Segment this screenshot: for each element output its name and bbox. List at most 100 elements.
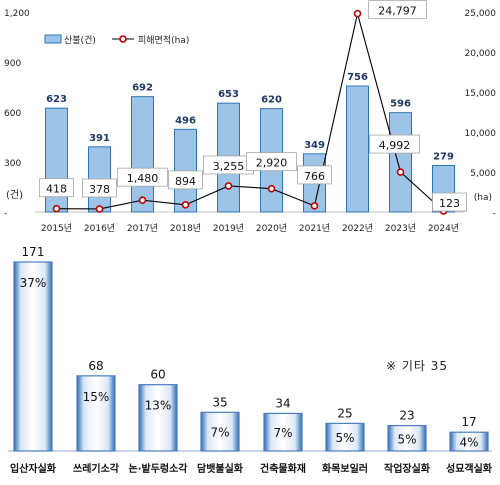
bar-cause-count (263, 412, 303, 452)
legend-swatch-bar (44, 34, 62, 44)
legend-label-bar: 산불(건) (64, 35, 96, 46)
bar-percent-label: 15% (83, 390, 110, 404)
bar-percent-label: 13% (145, 399, 172, 413)
bar-value-label: 496 (175, 115, 196, 126)
line-point (224, 182, 233, 190)
bar-wildfire-count (346, 85, 369, 213)
x-category-label: 2020년 (256, 223, 287, 234)
line-value-label: 4,992 (379, 139, 411, 152)
bar-value-label: 23 (399, 409, 414, 423)
bar-value-label: 35 (212, 395, 227, 409)
line-point (181, 201, 190, 209)
line-value-label-box (246, 152, 297, 172)
bar-wildfire-count (389, 112, 412, 213)
bar-value-label: 623 (46, 94, 67, 105)
bar-value-label: 756 (347, 72, 368, 83)
bar-value-label: 279 (433, 152, 454, 163)
other-causes-note: ※ 기타 35 (386, 359, 449, 373)
bar-value-label: 349 (304, 140, 325, 151)
bar-percent-label: 4% (459, 436, 478, 450)
right-axis-tick: 10,000 (465, 129, 497, 139)
line-point (52, 204, 61, 213)
line-value-label-box (297, 165, 332, 185)
line-damage-area (56, 13, 444, 212)
right-axis-unit: (ha) (474, 193, 492, 203)
bar-cause-count (387, 424, 427, 452)
line-value-label: 1,480 (127, 172, 159, 185)
x-category-label: 화목보일러 (322, 462, 368, 475)
left-axis-tick: 1,200 (4, 9, 30, 19)
x-category-label: 작업장실화 (384, 462, 431, 475)
x-category-label: 2023년 (385, 223, 416, 234)
bar-value-label: 68 (88, 359, 103, 373)
x-category-label: 2017년 (127, 223, 158, 234)
left-axis-tick: 300 (4, 159, 21, 169)
bar-cause-count (449, 431, 489, 452)
bar-value-label: 653 (218, 89, 239, 100)
x-category-label: 2016년 (84, 223, 115, 234)
line-value-label-box (39, 178, 74, 198)
bar-value-label: 34 (275, 396, 290, 410)
left-axis-tick: - (4, 209, 7, 219)
bar-value-label: 25 (337, 406, 352, 420)
x-category-label: 2018년 (170, 223, 201, 234)
x-category-label: 2015년 (41, 223, 72, 234)
right-axis-tick: 25,000 (465, 9, 497, 19)
bar-cause-count (138, 384, 178, 452)
line-value-label: 24,797 (378, 5, 417, 18)
right-axis-tick: 15,000 (465, 89, 497, 99)
line-point (95, 205, 104, 213)
x-category-label: 입산자실화 (10, 462, 57, 475)
x-category-label: 2019년 (213, 223, 244, 234)
line-point (396, 168, 405, 176)
right-axis-tick: 20,000 (465, 49, 497, 59)
line-value-label-box (82, 178, 117, 198)
line-point (310, 202, 319, 210)
bar-value-label: 391 (89, 133, 110, 144)
right-axis-tick: 5,000 (470, 169, 496, 179)
line-value-label-box (369, 134, 420, 154)
left-axis-unit: (건) (6, 189, 23, 201)
legend-label-line: 피해면적(ha) (138, 34, 189, 46)
bar-value-label: 171 (22, 245, 45, 259)
right-axis-tick: - (493, 209, 496, 219)
bar-percent-label: 7% (210, 426, 229, 440)
bar-cause-count (76, 375, 116, 452)
x-category-label: 건축물화재 (260, 462, 306, 475)
line-value-label: 418 (46, 183, 67, 196)
line-value-label-box (368, 0, 427, 20)
x-category-label: 담뱃불실화 (197, 462, 244, 475)
x-category-label: 논·밭두렁소각 (129, 462, 189, 475)
x-category-label: 2024년 (428, 223, 459, 234)
line-value-label: 766 (304, 170, 325, 183)
line-value-label: 378 (89, 183, 110, 196)
legend-swatch-marker (119, 35, 127, 43)
left-axis-tick: 900 (4, 59, 21, 69)
line-point (138, 196, 147, 204)
bar-percent-label: 7% (273, 426, 292, 440)
line-value-label: 3,255 (213, 160, 245, 173)
x-category-label: 2021년 (299, 223, 330, 234)
wildfire-yearly-chart: 1,200 900 600 300 - (건) 25,000 20,000 15,000 10,0… (4, 0, 497, 234)
legend: 산불(건) 피해면적(ha) (44, 34, 189, 46)
x-category-label: 성묘객실화 (446, 462, 493, 475)
bar-value-label: 692 (132, 83, 153, 94)
line-value-label-box (168, 170, 203, 190)
line-value-label: 2,920 (256, 157, 288, 170)
line-point (353, 9, 362, 18)
bar-wildfire-count (131, 96, 154, 213)
line-point (267, 184, 276, 193)
x-category-label: 쓰레기소각 (73, 462, 120, 475)
wildfire-causes-chart: 171 37% 입산자실화 68 15% 쓰레기소각 60 13% 논·밭두렁소각 35 7% 담뱃불… (8, 245, 493, 475)
bar-value-label: 60 (150, 368, 165, 382)
bar-cause-count (200, 411, 240, 452)
line-value-label: 123 (439, 197, 460, 210)
bar-value-label: 596 (390, 99, 411, 110)
bar-percent-label: 37% (20, 276, 47, 290)
line-value-label: 894 (175, 175, 196, 188)
line-value-label-box (117, 167, 168, 187)
bar-value-label: 620 (261, 95, 282, 106)
x-category-label: 2022년 (342, 223, 373, 234)
line-value-label-box (432, 192, 467, 212)
